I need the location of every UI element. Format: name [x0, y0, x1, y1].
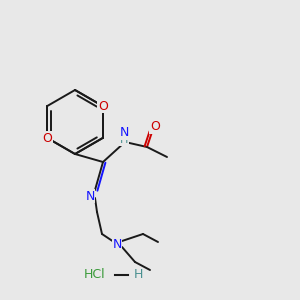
- Text: H: H: [120, 135, 128, 145]
- Text: N: N: [112, 238, 122, 250]
- Text: O: O: [98, 100, 108, 112]
- Text: N: N: [119, 127, 129, 140]
- Text: O: O: [42, 131, 52, 145]
- Text: O: O: [150, 121, 160, 134]
- Text: N: N: [85, 190, 95, 202]
- Text: HCl: HCl: [84, 268, 106, 281]
- Text: H: H: [133, 268, 143, 281]
